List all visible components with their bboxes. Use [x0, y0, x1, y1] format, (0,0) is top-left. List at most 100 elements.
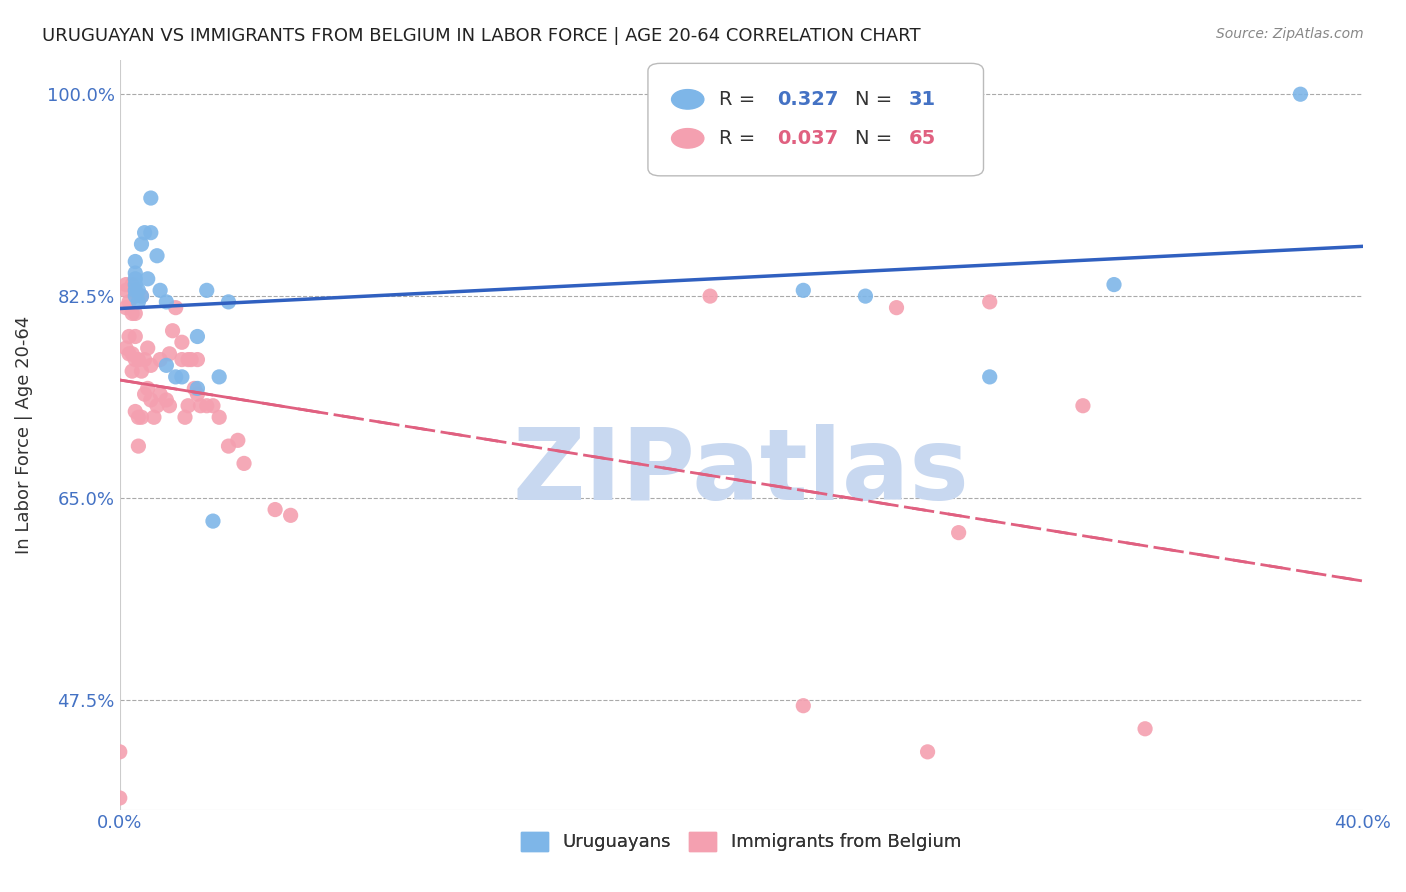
Point: [1289, 87, 1312, 102]
Point: [155, 359, 177, 373]
Point: [1102, 277, 1125, 292]
Point: [159, 347, 181, 361]
Point: [280, 508, 302, 523]
Text: 65: 65: [908, 128, 936, 148]
Point: [127, 352, 149, 367]
Point: [208, 410, 231, 425]
Point: [1133, 722, 1156, 736]
Point: [124, 272, 146, 286]
Point: [208, 370, 231, 384]
Point: [146, 249, 169, 263]
Point: [115, 277, 138, 292]
Point: [124, 284, 146, 298]
Point: [792, 698, 814, 713]
Point: [699, 289, 721, 303]
Text: R =: R =: [718, 128, 761, 148]
Point: [792, 284, 814, 298]
FancyBboxPatch shape: [648, 63, 984, 176]
Point: [855, 289, 877, 303]
Point: [159, 399, 181, 413]
Point: [118, 329, 141, 343]
Point: [121, 277, 143, 292]
Point: [136, 272, 159, 286]
Point: [124, 404, 146, 418]
Point: [155, 294, 177, 309]
Point: [170, 370, 193, 384]
Y-axis label: In Labor Force | Age 20-64: In Labor Force | Age 20-64: [15, 316, 32, 554]
Point: [195, 284, 218, 298]
Point: [139, 226, 162, 240]
Point: [1071, 399, 1094, 413]
Point: [131, 237, 153, 252]
Point: [180, 352, 202, 367]
Point: [948, 525, 970, 540]
Point: [108, 745, 131, 759]
Point: [127, 410, 149, 425]
Text: ZIPatlas: ZIPatlas: [513, 424, 970, 521]
Legend: Uruguayans, Immigrants from Belgium: Uruguayans, Immigrants from Belgium: [512, 823, 970, 861]
Point: [174, 410, 197, 425]
Point: [979, 294, 1001, 309]
Text: 31: 31: [908, 90, 936, 109]
Point: [134, 226, 156, 240]
Point: [186, 387, 208, 401]
Point: [121, 347, 143, 361]
Point: [149, 387, 172, 401]
Point: [186, 381, 208, 395]
Point: [162, 324, 184, 338]
Point: [149, 352, 172, 367]
Point: [201, 514, 224, 528]
Point: [218, 439, 240, 453]
Point: [127, 294, 149, 309]
Point: [183, 381, 205, 395]
Point: [979, 370, 1001, 384]
Point: [131, 364, 153, 378]
Point: [134, 387, 156, 401]
Point: [127, 284, 149, 298]
Point: [155, 392, 177, 407]
Point: [124, 254, 146, 268]
Point: [170, 352, 193, 367]
Point: [124, 289, 146, 303]
Point: [134, 352, 156, 367]
Text: 0.037: 0.037: [778, 128, 838, 148]
Text: R =: R =: [718, 90, 761, 109]
Point: [165, 370, 187, 384]
Point: [177, 399, 200, 413]
Point: [118, 347, 141, 361]
Point: [124, 277, 146, 292]
Text: Source: ZipAtlas.com: Source: ZipAtlas.com: [1216, 27, 1364, 41]
Point: [233, 457, 256, 471]
Point: [218, 294, 240, 309]
Point: [139, 191, 162, 205]
Point: [124, 284, 146, 298]
Point: [226, 434, 249, 448]
Point: [186, 352, 208, 367]
Point: [136, 381, 159, 395]
Point: [121, 306, 143, 320]
Point: [886, 301, 908, 315]
Point: [115, 341, 138, 355]
Point: [121, 364, 143, 378]
Point: [131, 289, 153, 303]
Point: [170, 335, 193, 350]
Text: 0.327: 0.327: [778, 90, 838, 109]
Circle shape: [672, 89, 704, 109]
Point: [264, 502, 287, 516]
Point: [195, 399, 218, 413]
Point: [190, 399, 212, 413]
Point: [139, 359, 162, 373]
Text: URUGUAYAN VS IMMIGRANTS FROM BELGIUM IN LABOR FORCE | AGE 20-64 CORRELATION CHAR: URUGUAYAN VS IMMIGRANTS FROM BELGIUM IN …: [42, 27, 921, 45]
Point: [108, 791, 131, 805]
Point: [124, 352, 146, 367]
Text: N =: N =: [855, 90, 898, 109]
Point: [127, 439, 149, 453]
Point: [131, 289, 153, 303]
Point: [149, 284, 172, 298]
Point: [201, 399, 224, 413]
Point: [118, 294, 141, 309]
Point: [115, 284, 138, 298]
Point: [165, 301, 187, 315]
Point: [136, 341, 159, 355]
Point: [139, 392, 162, 407]
